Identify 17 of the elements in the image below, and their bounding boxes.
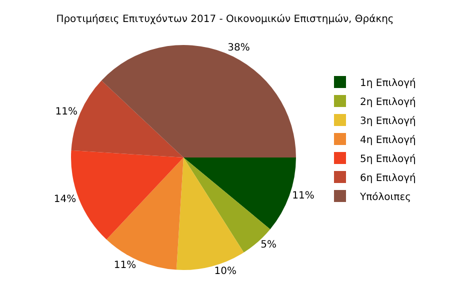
data-label: 14%: [54, 194, 76, 206]
legend-label: Υπόλοιπες: [359, 192, 411, 203]
legend-label: 6η Επιλογή: [360, 172, 416, 184]
data-label: 11%: [55, 106, 78, 118]
data-label: 5%: [260, 239, 277, 250]
data-label: 38%: [228, 42, 250, 54]
pie-slice: [101, 45, 296, 158]
legend-label: 4η Επιλογή: [360, 134, 416, 146]
legend-label: 3η Επιλογή: [360, 116, 416, 127]
data-label: 10%: [214, 266, 236, 278]
data-label: 11%: [114, 260, 136, 271]
pie-slice: [106, 158, 184, 270]
chart-title: Προτιμήσεις Επιτυχόντων 2017 - Οικονομικών Επιστημών, Θράκης: [56, 14, 394, 25]
legend-label: 1η Επιλογή: [360, 78, 416, 89]
legend-label: 2η Επιλογή: [360, 96, 416, 108]
legend-label: 5η Επιλογή: [360, 154, 416, 165]
data-label: 11%: [292, 190, 314, 202]
